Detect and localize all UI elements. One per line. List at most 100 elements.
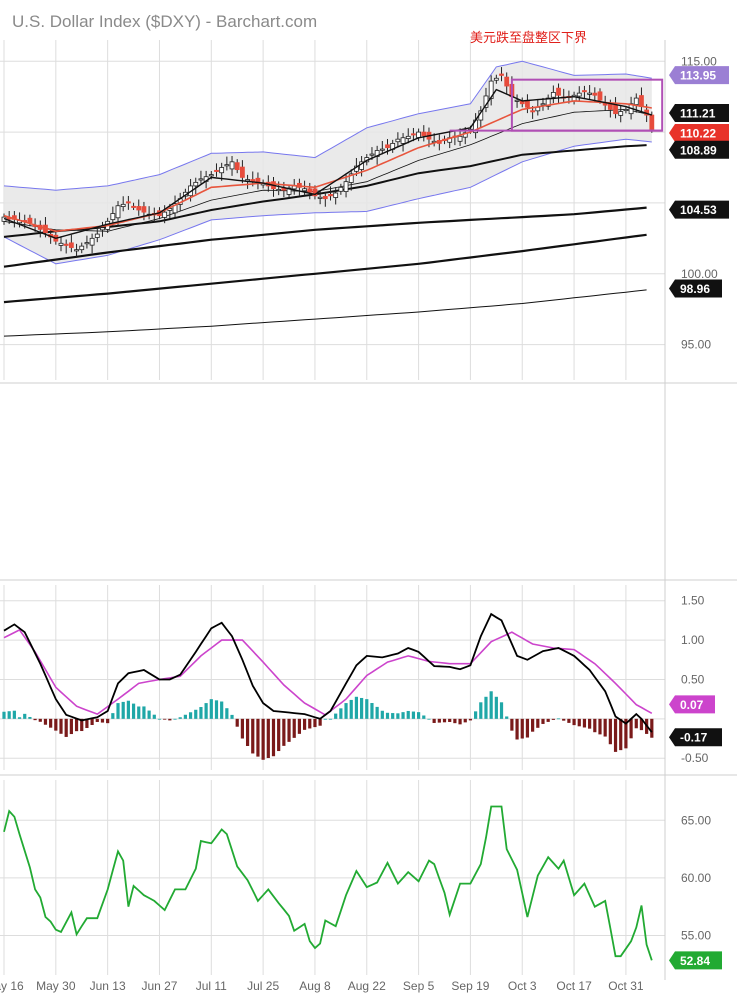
macd-histogram-bar (85, 718, 89, 729)
candle-body (115, 205, 121, 219)
macd-histogram-bar (650, 718, 654, 738)
macd-histogram-bar (287, 718, 291, 742)
macd-histogram-bar (240, 718, 244, 739)
candle-body (556, 87, 561, 96)
candle-body (369, 153, 375, 156)
price-y-tick-label: 95.00 (681, 338, 711, 352)
sma200-line (3, 233, 647, 304)
candle-body (322, 195, 328, 200)
candle-body (333, 192, 339, 198)
macd-histogram-bar (432, 718, 436, 723)
macd-histogram-bar (90, 718, 94, 725)
price-right-label-bg (669, 103, 729, 122)
candle-body (328, 194, 333, 197)
macd-histogram-bar (12, 710, 16, 719)
macd-histogram-bar (49, 718, 53, 728)
candle-body (411, 133, 416, 136)
macd-histogram-bar (2, 711, 6, 719)
x-axis-label: Aug 8 (299, 979, 331, 993)
macd-histogram-bar (214, 700, 219, 719)
x-axis-label: Jul 25 (247, 979, 279, 993)
macd-histogram-bar (277, 718, 281, 752)
candle-body (582, 90, 587, 93)
candle-body (613, 104, 618, 115)
macd-histogram-bar (442, 718, 447, 723)
candle-body (214, 169, 219, 172)
macd-histogram-bar (302, 718, 307, 730)
candle-body (649, 114, 655, 130)
x-axis-label: Oct 3 (508, 979, 537, 993)
macd-histogram-bar (370, 703, 374, 719)
macd-histogram-bar (142, 706, 146, 719)
price-right-label: 110.22 (680, 126, 716, 140)
macd-histogram-bar (225, 708, 229, 719)
candle-body (338, 186, 344, 192)
macd-histogram-bar (230, 714, 234, 719)
macd-histogram-bar (624, 718, 628, 749)
x-axis-label: Sep 19 (451, 979, 489, 993)
macd-histogram-bar (245, 718, 250, 746)
candle-body (540, 103, 546, 106)
macd-histogram-bar (422, 715, 426, 719)
macd-histogram (2, 691, 654, 760)
x-axis-label: Jun 27 (141, 979, 177, 993)
candle-body (100, 227, 105, 231)
macd-histogram-bar (391, 713, 395, 719)
candle-body (63, 243, 69, 246)
candle-body (219, 167, 225, 174)
macd-histogram-bar (458, 718, 462, 725)
macd-histogram-bar (582, 718, 587, 728)
macd-histogram-bar (209, 699, 213, 719)
macd-histogram-bar (437, 718, 441, 723)
rsi-right-label-bg (669, 951, 722, 970)
rsi-line (3, 805, 653, 961)
macd-histogram-bar (80, 718, 84, 732)
candle-body (74, 249, 79, 252)
macd-right-label-bg (669, 728, 722, 747)
candle-body (525, 100, 530, 108)
macd-histogram-bar (323, 718, 327, 720)
macd-histogram-bar (520, 718, 524, 739)
candle-body (395, 138, 401, 143)
candle-body (421, 131, 427, 137)
macd-histogram-bar (474, 711, 478, 719)
candle-body (639, 95, 644, 107)
macd-histogram-bar (173, 718, 177, 720)
bollinger-band-fill (4, 61, 652, 264)
macd-histogram-bar (126, 700, 130, 719)
macd-histogram-bar (479, 702, 483, 719)
macd-histogram-bar (556, 718, 561, 720)
macd-histogram-bar (489, 691, 493, 719)
macd-histogram-bar (484, 696, 488, 719)
macd-histogram-bar (271, 718, 276, 757)
macd-histogram-bar (349, 699, 353, 719)
candle-body (136, 206, 142, 211)
macd-histogram-bar (106, 718, 110, 724)
macd-y-tick-label: 1.50 (681, 594, 705, 608)
candle-body (131, 205, 136, 208)
candle-body (208, 174, 214, 177)
candle-body (286, 187, 292, 195)
candle-body (239, 166, 245, 178)
macd-histogram-bar (328, 718, 333, 720)
candle-body (623, 109, 629, 112)
macd-histogram-bar (411, 711, 416, 719)
macd-histogram-bar (43, 718, 48, 725)
price-right-label: 113.95 (680, 69, 716, 83)
candle-body (587, 92, 593, 95)
macd-histogram-bar (147, 710, 151, 719)
macd-histogram-bar (463, 718, 467, 723)
macd-histogram-bar (152, 714, 156, 719)
macd-histogram-bar (427, 718, 431, 720)
macd-histogram-bar (64, 718, 68, 737)
candle-body (576, 92, 582, 97)
macd-histogram-bar (163, 718, 167, 720)
price-right-label: 98.96 (680, 282, 710, 296)
macd-histogram-bar (7, 711, 11, 719)
macd-histogram-bar (54, 718, 58, 731)
macd-histogram-bar (380, 710, 384, 719)
macd-histogram-bar (375, 706, 379, 719)
candle-body (229, 161, 235, 170)
macd-y-tick-label: 1.00 (681, 633, 705, 647)
macd-histogram-bar (261, 718, 265, 760)
